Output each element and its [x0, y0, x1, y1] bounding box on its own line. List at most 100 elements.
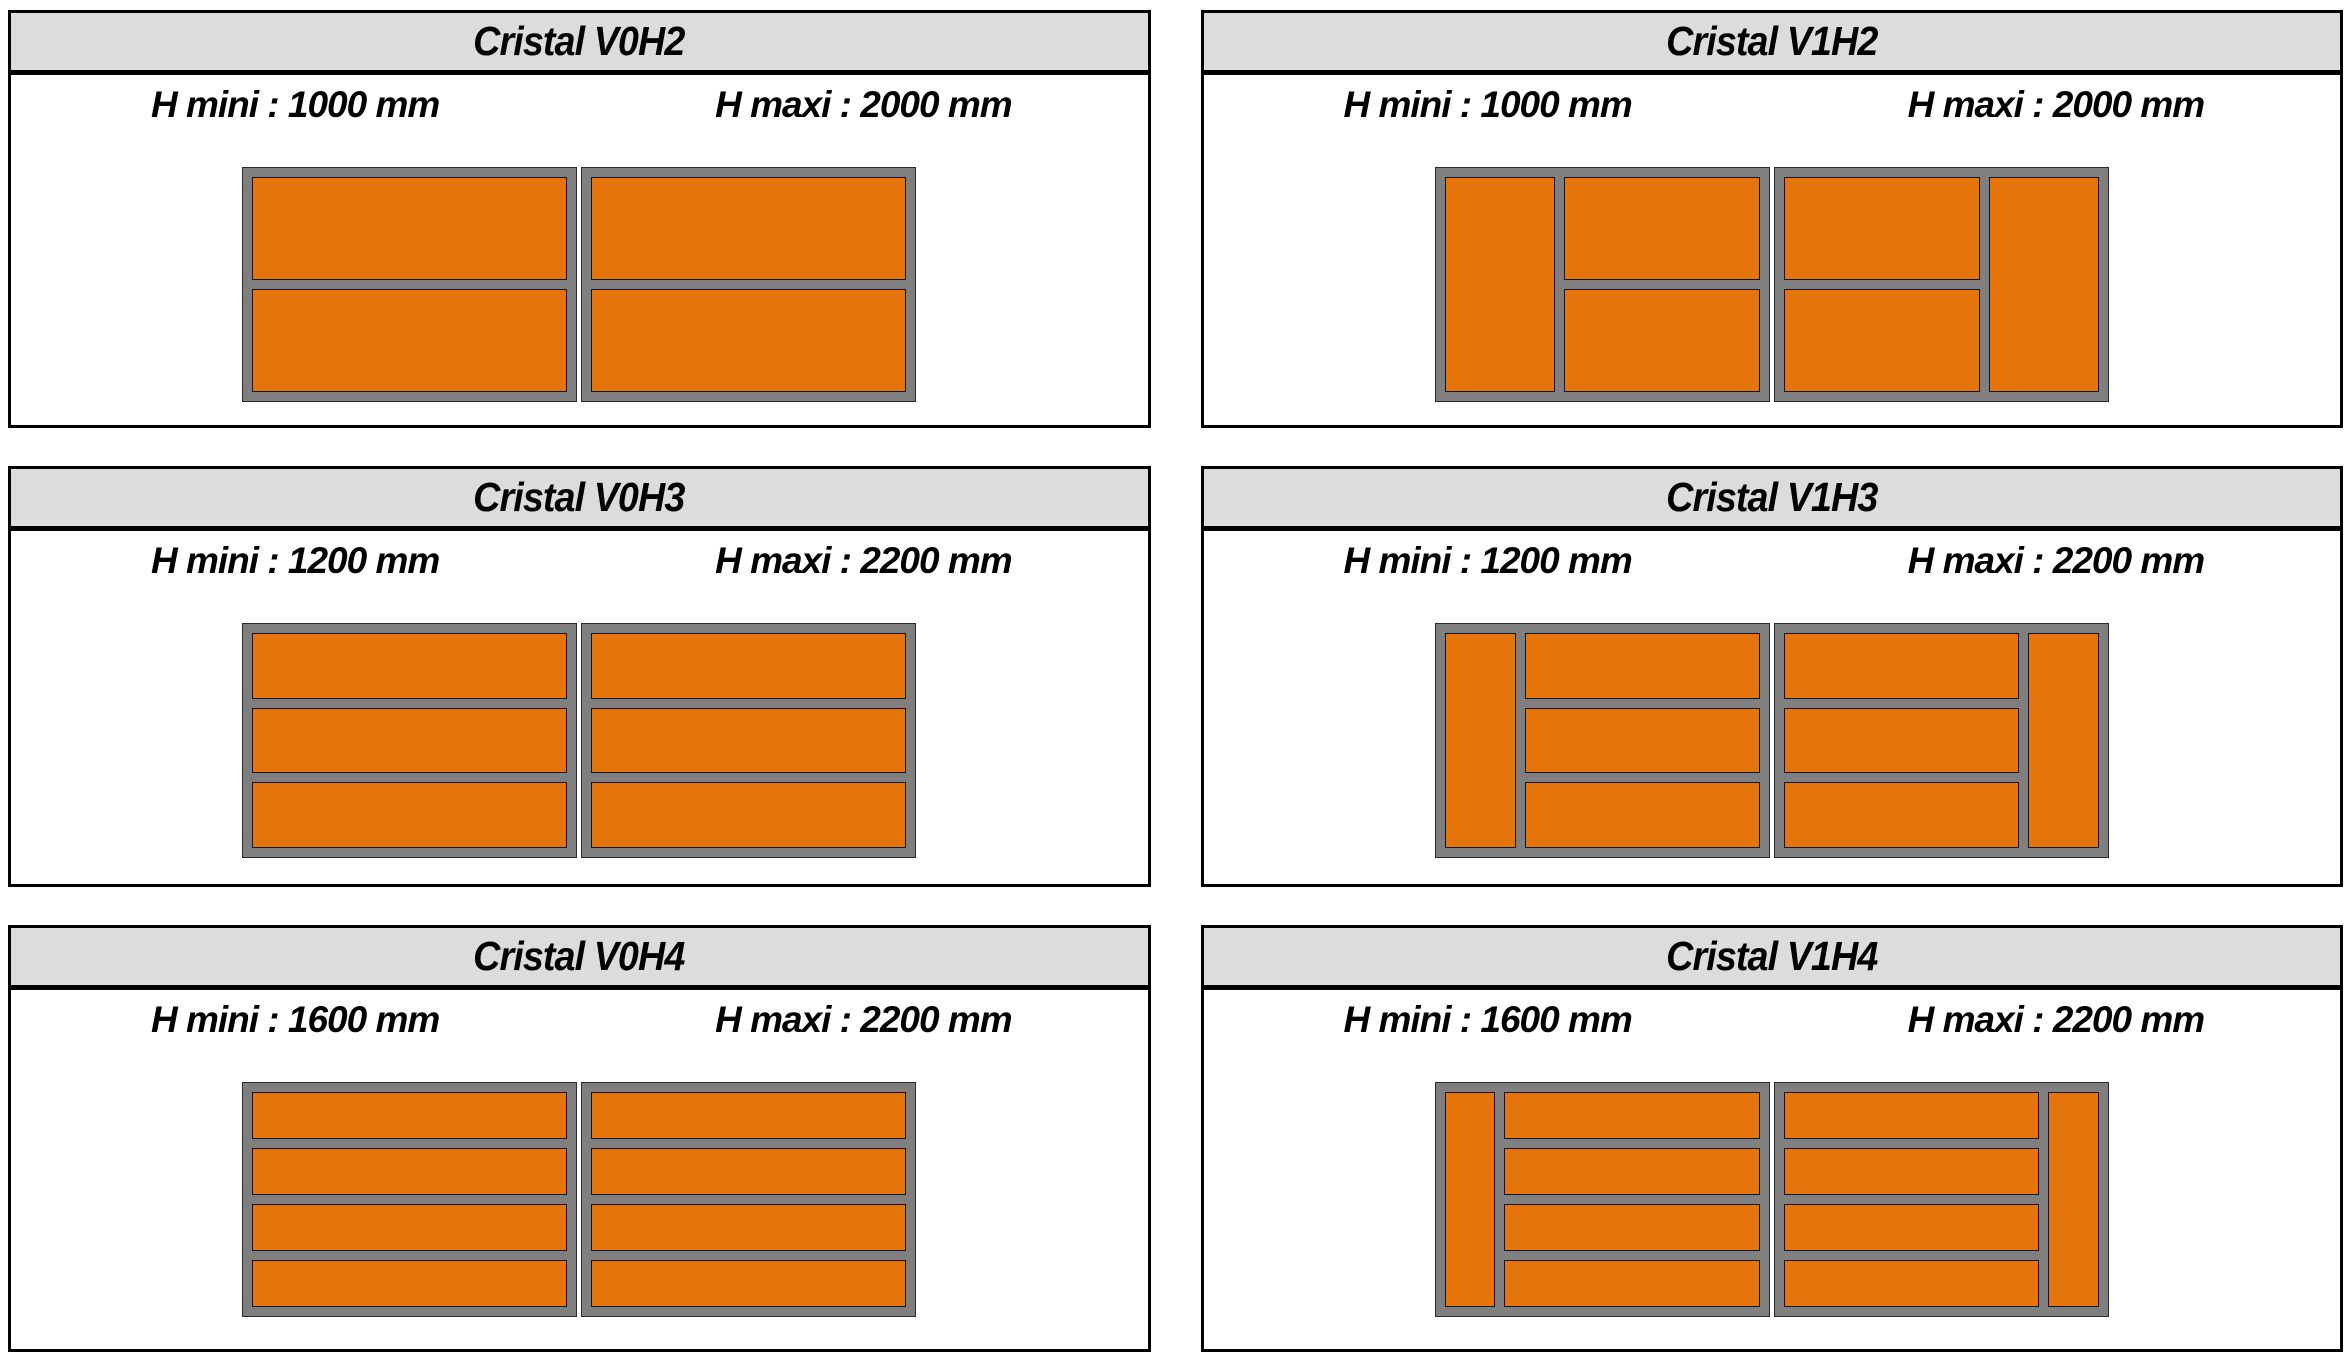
panel-stack — [591, 1092, 907, 1307]
side-glass-panel — [1444, 633, 1516, 848]
glass-panel — [591, 782, 907, 849]
h-mini-label: H mini : 1000 mm — [150, 84, 440, 125]
glass-panel — [591, 707, 907, 774]
side-glass-panel — [2027, 633, 2099, 848]
gate-leaf-right — [581, 623, 917, 858]
glass-panel — [1783, 633, 2019, 699]
panel-stack — [1504, 1092, 1760, 1307]
card-body: H mini : 1200 mm H maxi : 2200 mm — [1204, 539, 2341, 858]
panel-stack — [252, 177, 568, 392]
glass-panel — [252, 707, 568, 774]
gate-leaf-left — [1434, 167, 1770, 402]
glass-panel — [252, 1148, 568, 1195]
card-title: Cristal V1H3 — [1666, 474, 1878, 520]
glass-panel — [591, 1092, 907, 1139]
gate-leaf-right — [1773, 623, 2109, 858]
glass-panel — [591, 289, 907, 392]
glass-panel — [1783, 707, 2019, 774]
glass-panel — [1524, 707, 1760, 774]
glass-panel — [1504, 1092, 1760, 1139]
glass-panel — [1783, 1204, 2040, 1251]
card-title-bar: Cristal V0H2 — [11, 13, 1148, 75]
card-title: Cristal V0H2 — [473, 18, 686, 64]
panel-stack — [1524, 633, 1760, 849]
glass-panel — [1783, 289, 1980, 392]
gate-leaf-right — [1773, 167, 2109, 402]
gate-diagram — [1434, 623, 2109, 858]
glass-panel — [1524, 633, 1760, 699]
gate-diagram — [242, 1082, 917, 1317]
glass-panel — [591, 633, 907, 699]
variant-card: Cristal V1H2 H mini : 1000 mm H maxi : 2… — [1200, 10, 2343, 428]
glass-panel — [1504, 1260, 1760, 1307]
panel-stack — [1564, 177, 1760, 392]
gate-diagram — [242, 623, 917, 858]
glass-panel — [1564, 177, 1760, 280]
card-body: H mini : 1000 mm H maxi : 2000 mm — [1204, 83, 2341, 402]
glass-panel — [591, 1260, 907, 1307]
variant-card: Cristal V1H4 H mini : 1600 mm H maxi : 2… — [1200, 925, 2343, 1352]
h-maxi-label: H maxi : 2000 mm — [715, 84, 1013, 125]
glass-panel — [1783, 1092, 2040, 1139]
card-title-bar: Cristal V1H3 — [1203, 469, 2340, 531]
gate-diagram — [1434, 167, 2109, 402]
card-title: Cristal V0H4 — [473, 933, 686, 979]
h-maxi-label: H maxi : 2000 mm — [1907, 84, 2206, 125]
glass-panel — [252, 782, 568, 849]
glass-panel — [252, 1092, 568, 1139]
glass-panel — [252, 1260, 568, 1307]
glass-panel — [1783, 177, 1980, 280]
height-specs: H mini : 1200 mm H maxi : 2200 mm — [11, 539, 1148, 583]
glass-panel — [591, 1148, 907, 1195]
gate-leaf-left — [242, 1082, 578, 1317]
panel-stack — [252, 1092, 568, 1307]
variant-card: Cristal V0H4 H mini : 1600 mm H maxi : 2… — [8, 925, 1151, 1352]
height-specs: H mini : 1000 mm H maxi : 2000 mm — [11, 83, 1148, 127]
side-glass-panel — [1444, 1092, 1496, 1307]
h-mini-label: H mini : 1600 mm — [1343, 999, 1632, 1040]
catalog-grid: Cristal V0H2 H mini : 1000 mm H maxi : 2… — [8, 10, 2343, 1352]
glass-panel — [1504, 1204, 1760, 1251]
height-specs: H mini : 1200 mm H maxi : 2200 mm — [1204, 539, 2341, 583]
panel-stack — [1783, 1092, 2040, 1307]
glass-panel — [1783, 1148, 2040, 1195]
gate-leaf-left — [1434, 623, 1770, 858]
panel-stack — [591, 177, 907, 392]
glass-panel — [252, 633, 568, 699]
gate-diagram — [1434, 1082, 2109, 1317]
h-mini-label: H mini : 1000 mm — [1343, 84, 1632, 125]
card-body: H mini : 1600 mm H maxi : 2200 mm — [11, 998, 1148, 1317]
card-title-bar: Cristal V1H2 — [1203, 13, 2340, 75]
panel-stack — [1783, 633, 2019, 849]
gate-leaf-left — [242, 623, 578, 858]
h-maxi-label: H maxi : 2200 mm — [1907, 540, 2206, 581]
gate-leaf-right — [581, 1082, 917, 1317]
gate-diagram — [242, 167, 917, 402]
glass-panel — [591, 1204, 907, 1251]
gate-leaf-right — [1773, 1082, 2109, 1317]
glass-panel — [252, 177, 568, 280]
card-title: Cristal V1H4 — [1666, 933, 1878, 979]
card-body: H mini : 1600 mm H maxi : 2200 mm — [1204, 998, 2341, 1317]
card-title-bar: Cristal V0H4 — [11, 928, 1148, 990]
h-mini-label: H mini : 1200 mm — [150, 540, 440, 581]
h-mini-label: H mini : 1600 mm — [150, 999, 440, 1040]
height-specs: H mini : 1600 mm H maxi : 2200 mm — [1204, 998, 2341, 1042]
card-title-bar: Cristal V1H4 — [1203, 928, 2340, 990]
card-title-bar: Cristal V0H3 — [11, 469, 1148, 531]
variant-card: Cristal V0H2 H mini : 1000 mm H maxi : 2… — [8, 10, 1151, 428]
glass-panel — [252, 1204, 568, 1251]
side-glass-panel — [1988, 177, 2099, 392]
glass-panel — [1783, 1260, 2040, 1307]
card-body: H mini : 1000 mm H maxi : 2000 mm — [11, 83, 1148, 402]
glass-panel — [591, 177, 907, 280]
gate-leaf-left — [1434, 1082, 1770, 1317]
card-body: H mini : 1200 mm H maxi : 2200 mm — [11, 539, 1148, 858]
glass-panel — [1783, 782, 2019, 849]
side-glass-panel — [1444, 177, 1555, 392]
variant-card: Cristal V0H3 H mini : 1200 mm H maxi : 2… — [8, 466, 1151, 887]
side-glass-panel — [2048, 1092, 2099, 1307]
height-specs: H mini : 1000 mm H maxi : 2000 mm — [1204, 83, 2341, 127]
panel-stack — [252, 633, 568, 849]
